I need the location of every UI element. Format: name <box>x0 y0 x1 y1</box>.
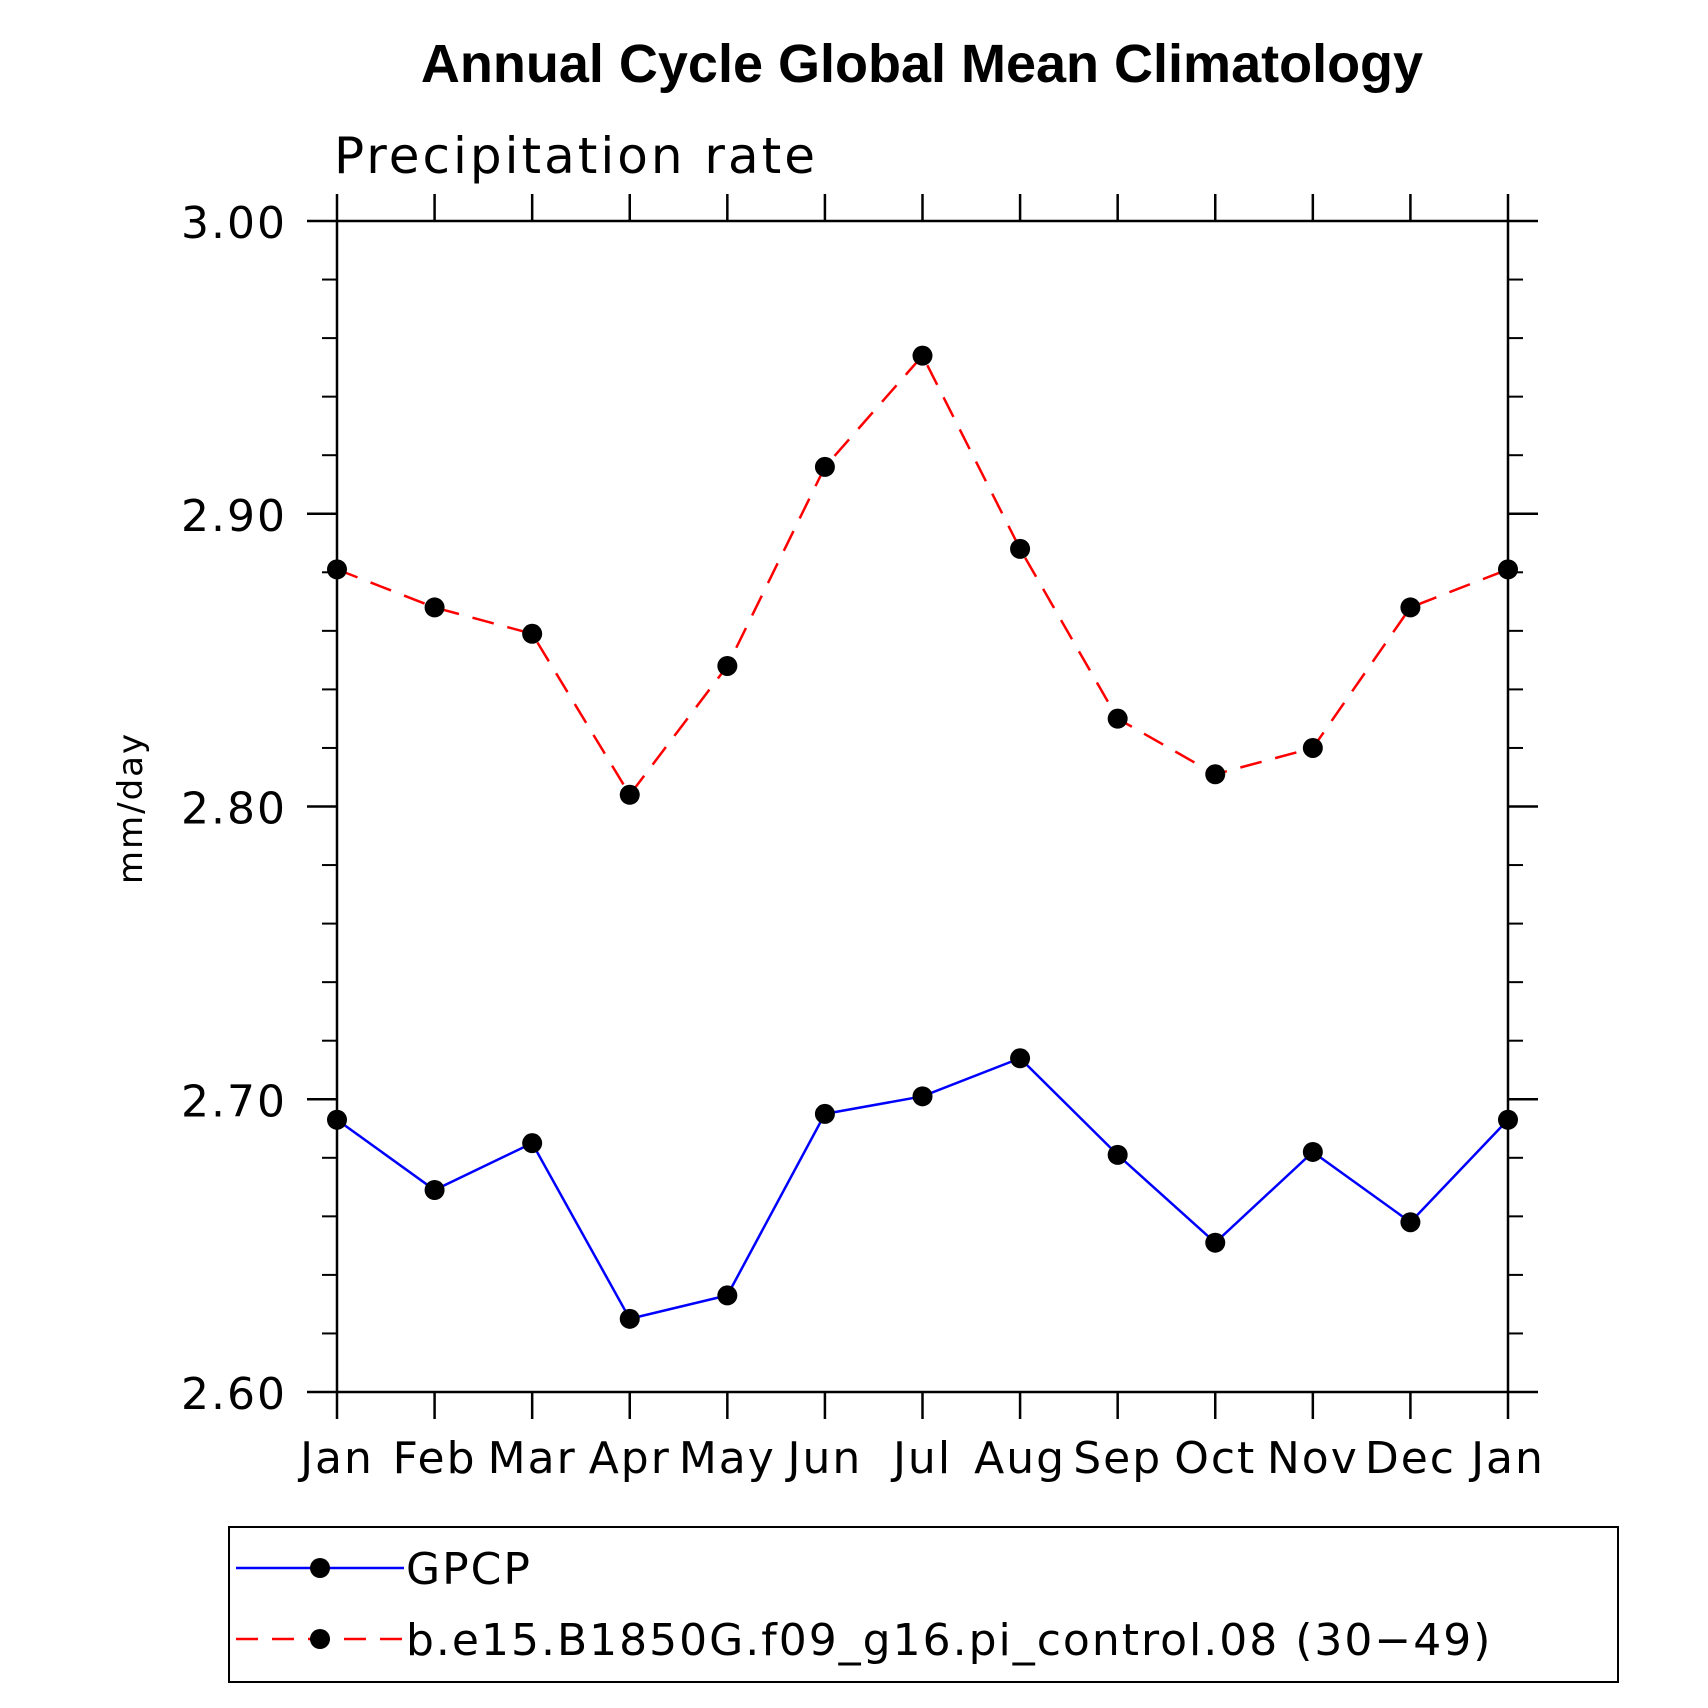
data-point <box>1302 1141 1323 1162</box>
data-point <box>1400 1212 1421 1233</box>
x-tick-label: Dec <box>1365 1433 1456 1484</box>
plot-frame <box>335 219 1510 1394</box>
data-point <box>1205 764 1226 785</box>
x-tick-label: Apr <box>589 1433 671 1484</box>
data-point <box>1107 1144 1128 1165</box>
x-tick-label: Jul <box>890 1433 952 1484</box>
legend-box <box>228 1526 1619 1683</box>
x-tick-label: Jun <box>785 1433 863 1484</box>
x-tick-label: May <box>679 1433 776 1484</box>
tick-marks <box>307 194 1538 1419</box>
x-tick-label: Nov <box>1267 1433 1359 1484</box>
data-point <box>619 1308 640 1329</box>
x-tick-label: Aug <box>974 1433 1066 1484</box>
legend-label-gpcp: GPCP <box>406 1544 532 1595</box>
data-point <box>1010 1048 1031 1069</box>
data-point <box>619 784 640 805</box>
y-tick-label: 2.70 <box>181 1076 287 1127</box>
data-point <box>912 345 933 366</box>
x-tick-label: Jan <box>297 1433 374 1484</box>
chart-subtitle: Precipitation rate <box>334 127 818 185</box>
legend-marker-model <box>310 1629 330 1649</box>
data-point <box>814 456 835 477</box>
data-point <box>717 655 738 676</box>
chart-title: Annual Cycle Global Mean Climatology <box>421 34 1423 94</box>
y-axis-label: mm/day <box>111 732 151 884</box>
x-tick-label: Mar <box>488 1433 577 1484</box>
data-point <box>1107 708 1128 729</box>
x-tick-label: Jan <box>1468 1433 1545 1484</box>
data-point <box>912 1086 933 1107</box>
y-tick-label: 3.00 <box>181 198 287 249</box>
data-point <box>1205 1232 1226 1253</box>
x-tick-label: Oct <box>1174 1433 1256 1484</box>
series-line-1 <box>336 353 1509 798</box>
data-point <box>717 1285 738 1306</box>
y-tick-label: 2.90 <box>181 491 287 542</box>
data-point <box>1010 538 1031 559</box>
y-tick-label: 2.60 <box>181 1369 287 1420</box>
data-point <box>814 1103 835 1124</box>
y-tick-label: 2.80 <box>181 784 287 835</box>
x-tick-label: Sep <box>1073 1433 1162 1484</box>
data-point <box>424 597 445 618</box>
data-point <box>424 1180 445 1201</box>
series-group <box>327 345 1518 1329</box>
tick-labels: Jan Feb Mar Apr May Jun Jul Aug Sep Oct Nov Dec Jan2… <box>181 198 1545 1484</box>
data-point <box>1400 597 1421 618</box>
legend-label-model: b.e15.B1850G.f09_g16.pi_control.08 (30−4… <box>406 1615 1492 1666</box>
legend-marker-gpcp <box>310 1558 330 1578</box>
x-tick-label: Feb <box>393 1433 477 1484</box>
legend: GPCP b.e15.B1850G.f09_g16.pi_control.08 … <box>228 1526 1619 1683</box>
data-point <box>1302 737 1323 758</box>
data-point <box>522 1133 543 1154</box>
data-point <box>522 623 543 644</box>
